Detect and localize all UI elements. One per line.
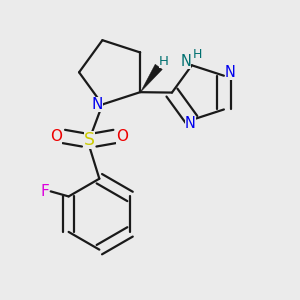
Polygon shape — [140, 64, 162, 92]
Text: H: H — [193, 48, 203, 61]
Text: S: S — [84, 131, 95, 149]
Text: F: F — [40, 184, 50, 199]
Text: N: N — [180, 54, 191, 69]
Text: H: H — [159, 55, 169, 68]
Text: N: N — [92, 97, 103, 112]
Text: N: N — [185, 116, 196, 131]
Text: N: N — [224, 65, 236, 80]
Text: O: O — [116, 129, 128, 144]
Text: O: O — [50, 129, 62, 144]
